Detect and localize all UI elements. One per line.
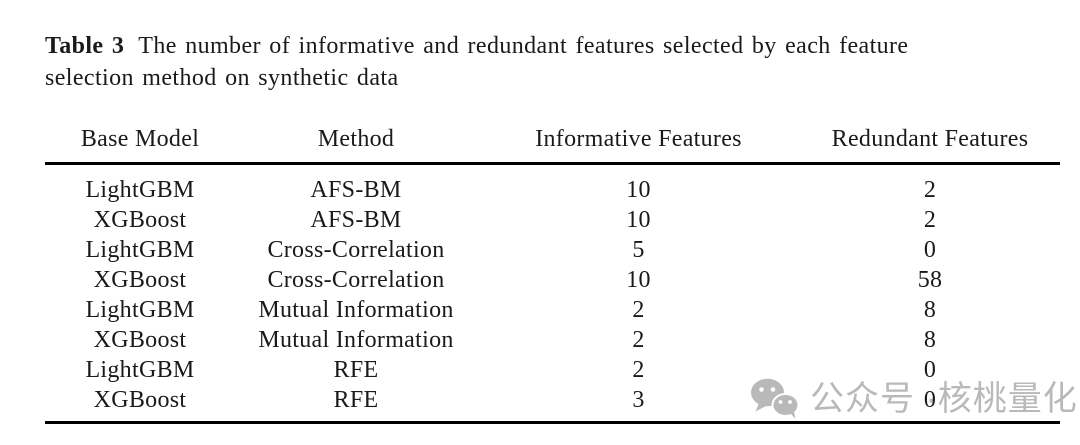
table-row: LightGBM Cross-Correlation 5 0 xyxy=(45,235,1060,265)
column-header-informative-features: Informative Features xyxy=(477,116,800,165)
results-table: Base Model Method Informative Features R… xyxy=(45,116,1060,424)
cell-informative: 3 xyxy=(477,385,800,424)
cell-informative: 2 xyxy=(632,327,645,353)
cell-redundant: 2 xyxy=(923,207,937,233)
cell-redundant: 0 xyxy=(923,357,937,383)
table-caption: Table 3 The number of informative and red… xyxy=(45,30,1060,94)
cell-informative: 10 xyxy=(626,177,651,203)
cell-base-model: XGBoost xyxy=(93,327,187,353)
table-row: LightGBM Mutual Information 2 8 xyxy=(45,295,1060,325)
cell-method: AFS-BM xyxy=(310,207,402,233)
cell-method: AFS-BM xyxy=(310,177,402,203)
cell-redundant: 0 xyxy=(800,385,1060,424)
cell-method: Cross-Correlation xyxy=(267,267,445,293)
cell-redundant: 58 xyxy=(917,267,943,293)
table-caption-text-line2: selection method on synthetic data xyxy=(45,65,399,91)
column-header-base-model: Base Model xyxy=(45,116,235,165)
cell-base-model: XGBoost xyxy=(93,207,187,233)
cell-base-model: LightGBM xyxy=(85,177,195,203)
cell-redundant: 2 xyxy=(923,177,937,203)
table-row: XGBoost Cross-Correlation 10 58 xyxy=(45,265,1060,295)
cell-redundant: 8 xyxy=(923,297,937,323)
table-row: XGBoost AFS-BM 10 2 xyxy=(45,205,1060,235)
table-row: XGBoost RFE 3 0 xyxy=(45,385,1060,424)
cell-base-model: LightGBM xyxy=(85,357,195,383)
cell-redundant: 8 xyxy=(923,327,937,353)
cell-informative: 10 xyxy=(626,267,651,293)
cell-base-model: LightGBM xyxy=(85,237,195,263)
cell-method: Cross-Correlation xyxy=(267,237,445,263)
cell-base-model: LightGBM xyxy=(85,297,195,323)
cell-informative: 2 xyxy=(632,357,645,383)
cell-method: RFE xyxy=(235,385,477,424)
cell-method: Mutual Information xyxy=(258,297,454,323)
cell-redundant: 0 xyxy=(923,237,937,263)
cell-informative: 5 xyxy=(632,237,645,263)
column-header-redundant-features: Redundant Features xyxy=(800,116,1060,165)
cell-method: RFE xyxy=(333,357,379,383)
table-row: LightGBM RFE 2 0 xyxy=(45,355,1060,385)
column-header-method: Method xyxy=(235,116,477,165)
cell-base-model: XGBoost xyxy=(93,267,187,293)
table-caption-text-line1: The number of informative and redundant … xyxy=(138,33,909,59)
cell-informative: 2 xyxy=(632,297,645,323)
results-table-container: Base Model Method Informative Features R… xyxy=(45,116,1060,424)
cell-base-model: XGBoost xyxy=(45,385,235,424)
cell-informative: 10 xyxy=(626,207,651,233)
cell-method: Mutual Information xyxy=(258,327,454,353)
table-caption-label: Table 3 xyxy=(45,33,125,59)
table-row: XGBoost Mutual Information 2 8 xyxy=(45,325,1060,355)
table-row: LightGBM AFS-BM 10 2 xyxy=(45,164,1060,206)
header-row: Base Model Method Informative Features R… xyxy=(45,116,1060,165)
